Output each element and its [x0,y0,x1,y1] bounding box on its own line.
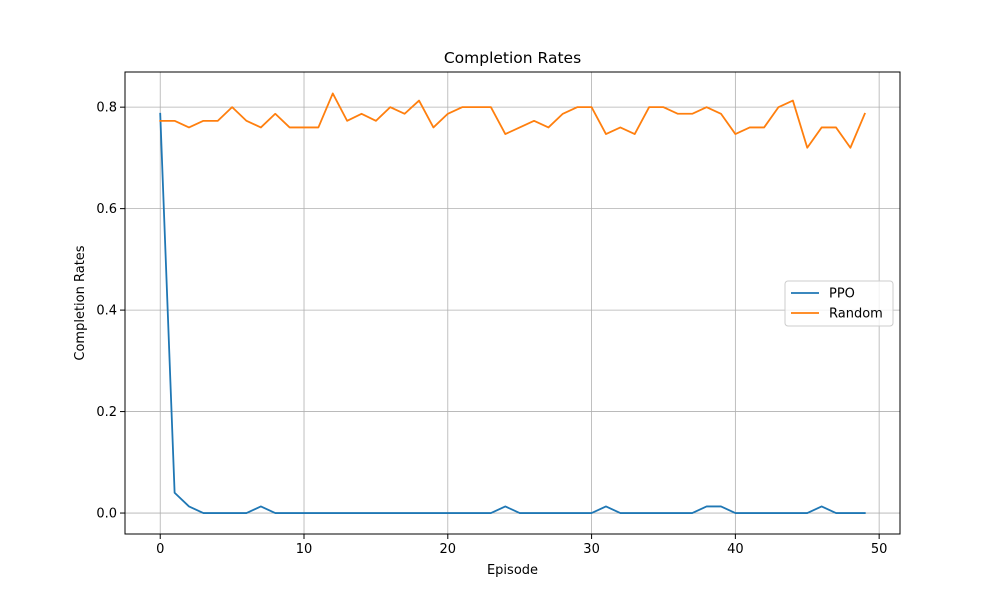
legend-label-random: Random [829,307,883,322]
axis-ticks: 0 10 20 30 40 50 0.0 0.2 0.4 0.6 0.8 [96,101,887,557]
series-line-random [159,92,866,149]
y-tick-label: 0.4 [96,304,117,319]
y-tick-label: 0.8 [96,101,117,116]
y-tick-label: 0.0 [96,507,117,522]
y-axis-label: Completion Rates [73,245,88,360]
x-tick-label: 50 [871,542,888,557]
legend-label-ppo: PPO [829,287,855,302]
x-tick-label: 30 [583,542,600,557]
y-tick-label: 0.2 [96,405,117,420]
legend: PPO Random [784,280,894,327]
x-axis-label: Episode [487,563,538,578]
x-tick-label: 20 [440,542,457,557]
series-line-ppo [159,112,866,514]
x-tick-label: 10 [296,542,313,557]
chart-title: Completion Rates [444,49,581,67]
series-lines [159,92,866,514]
x-tick-label: 0 [156,542,164,557]
x-tick-label: 40 [727,542,744,557]
y-tick-label: 0.6 [96,202,117,217]
plot-frame [124,71,901,535]
